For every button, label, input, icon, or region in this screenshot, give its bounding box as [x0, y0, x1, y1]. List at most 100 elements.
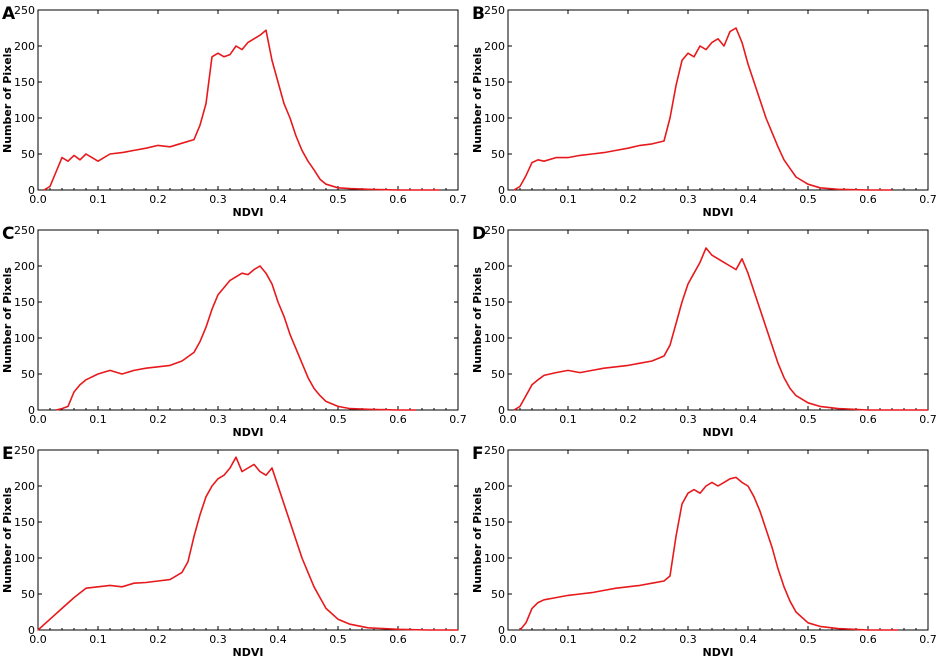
y-tick-label: 100 [484, 332, 505, 345]
x-tick-label: 0.0 [29, 413, 47, 426]
y-tick-label: 250 [14, 4, 35, 17]
x-tick-label: 0.1 [89, 193, 107, 206]
x-tick-label: 0.3 [209, 193, 227, 206]
y-tick-label: 200 [484, 40, 505, 53]
chart-panel-f: F 0.0 0.1 0.2 0.3 0.4 0.5 0.6 0.7 0 50 100 150 200 250… [470, 440, 941, 659]
x-tick-label: 0.6 [389, 193, 407, 206]
y-tick-label: 50 [21, 588, 35, 601]
x-tick-label: 0.3 [209, 633, 227, 646]
x-tick-label: 0.0 [29, 193, 47, 206]
plot-frame [507, 229, 929, 411]
y-tick-label: 200 [14, 480, 35, 493]
x-tick-label: 0.3 [209, 413, 227, 426]
y-tick-label: 150 [484, 296, 505, 309]
x-tick-label: 0.0 [499, 193, 517, 206]
series-line [519, 476, 898, 631]
x-tick-label: 0.4 [739, 193, 757, 206]
x-tick-label: 0.3 [679, 193, 697, 206]
x-axis-label: NDVI [233, 426, 264, 439]
x-tick-label: 0.5 [799, 413, 817, 426]
series-line [513, 247, 928, 411]
x-tick-label: 0.6 [859, 633, 877, 646]
x-tick-label: 0.2 [149, 193, 167, 206]
plot-frame [37, 229, 459, 411]
x-axis-label: NDVI [233, 646, 264, 659]
y-tick-label: 0 [498, 624, 505, 637]
chart-svg: C 0.0 0.1 0.2 0.3 0.4 0.5 0.6 0.7 0 50 100 150 200 250… [1, 224, 467, 439]
chart-svg: B 0.0 0.1 0.2 0.3 0.4 0.5 0.6 0.7 0 50 100 150 200 250… [471, 4, 937, 219]
x-tick-label: 0.6 [859, 193, 877, 206]
y-tick-label: 50 [491, 368, 505, 381]
x-tick-label: 0.7 [449, 193, 467, 206]
x-tick-label: 0.0 [499, 413, 517, 426]
x-tick-label: 0.1 [559, 193, 577, 206]
x-tick-label: 0.3 [679, 633, 697, 646]
y-tick-label: 0 [498, 184, 505, 197]
x-tick-label: 0.0 [499, 633, 517, 646]
y-tick-label: 150 [14, 296, 35, 309]
plot-frame [507, 449, 929, 631]
x-tick-label: 0.7 [449, 413, 467, 426]
x-tick-label: 0.7 [919, 413, 937, 426]
x-tick-label: 0.4 [269, 633, 287, 646]
y-tick-label: 200 [14, 260, 35, 273]
x-tick-label: 0.7 [919, 633, 937, 646]
y-axis-label: Number of Pixels [471, 487, 484, 593]
plot-frame [37, 449, 459, 631]
chart-panel-c: C 0.0 0.1 0.2 0.3 0.4 0.5 0.6 0.7 0 50 100 150 200 250… [0, 220, 470, 440]
panel-label: B [472, 4, 485, 24]
y-tick-label: 250 [484, 224, 505, 237]
y-tick-label: 0 [28, 404, 35, 417]
x-tick-label: 0.6 [389, 413, 407, 426]
x-tick-label: 0.1 [89, 413, 107, 426]
chart-panel-d: D 0.0 0.1 0.2 0.3 0.4 0.5 0.6 0.7 0 50 100 150 200 250… [470, 220, 941, 440]
x-tick-label: 0.2 [149, 413, 167, 426]
y-tick-label: 200 [484, 480, 505, 493]
x-tick-label: 0.5 [799, 193, 817, 206]
x-tick-label: 0.4 [269, 193, 287, 206]
y-tick-label: 150 [484, 76, 505, 89]
y-tick-label: 0 [28, 184, 35, 197]
y-tick-label: 250 [14, 224, 35, 237]
y-tick-label: 150 [14, 76, 35, 89]
x-tick-label: 0.1 [89, 633, 107, 646]
chart-panel-e: E 0.0 0.1 0.2 0.3 0.4 0.5 0.6 0.7 0 50 100 150 200 250… [0, 440, 470, 659]
x-tick-label: 0.4 [739, 633, 757, 646]
panel-label: F [472, 444, 484, 464]
x-tick-label: 0.6 [859, 413, 877, 426]
x-tick-label: 0.2 [619, 413, 637, 426]
x-axis-label: NDVI [703, 646, 734, 659]
x-tick-label: 0.2 [619, 193, 637, 206]
series-line [513, 27, 892, 191]
y-tick-label: 150 [484, 516, 505, 529]
y-tick-label: 200 [14, 40, 35, 53]
panel-label: D [472, 224, 486, 244]
series-line [37, 456, 458, 631]
y-tick-label: 250 [484, 4, 505, 17]
y-tick-label: 100 [484, 112, 505, 125]
x-tick-label: 0.7 [919, 193, 937, 206]
y-tick-label: 0 [28, 624, 35, 637]
x-tick-label: 0.2 [149, 633, 167, 646]
x-axis-label: NDVI [703, 206, 734, 219]
y-axis-label: Number of Pixels [1, 47, 14, 153]
panel-label: E [2, 444, 14, 464]
x-tick-label: 0.1 [559, 633, 577, 646]
x-tick-label: 0.7 [449, 633, 467, 646]
series-line [55, 265, 416, 411]
y-tick-label: 250 [484, 444, 505, 457]
x-tick-label: 0.0 [29, 633, 47, 646]
x-tick-label: 0.6 [389, 633, 407, 646]
chart-svg: E 0.0 0.1 0.2 0.3 0.4 0.5 0.6 0.7 0 50 100 150 200 250… [1, 444, 467, 659]
chart-svg: F 0.0 0.1 0.2 0.3 0.4 0.5 0.6 0.7 0 50 100 150 200 250… [471, 444, 937, 659]
y-tick-label: 100 [14, 552, 35, 565]
x-tick-label: 0.2 [619, 633, 637, 646]
chart-panel-b: B 0.0 0.1 0.2 0.3 0.4 0.5 0.6 0.7 0 50 100 150 200 250… [470, 0, 941, 220]
y-tick-label: 100 [484, 552, 505, 565]
x-tick-label: 0.3 [679, 413, 697, 426]
y-tick-label: 200 [484, 260, 505, 273]
y-tick-label: 50 [21, 148, 35, 161]
x-axis-label: NDVI [233, 206, 264, 219]
y-tick-label: 250 [14, 444, 35, 457]
